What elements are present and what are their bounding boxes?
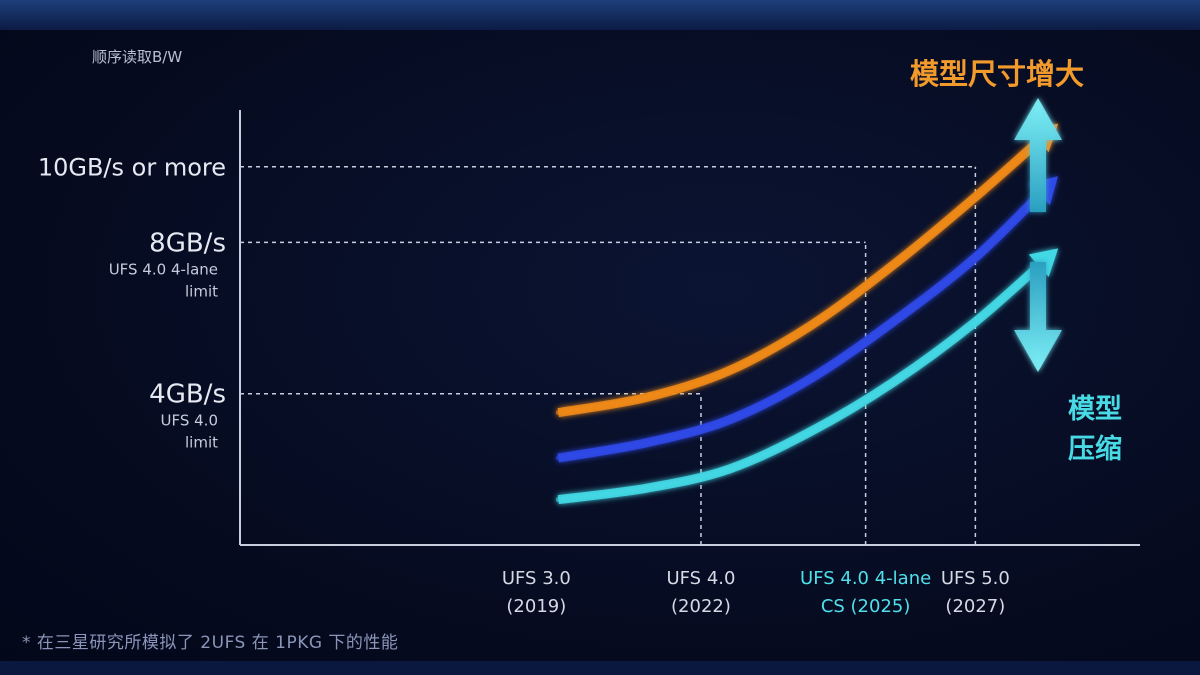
y-tick-labels: 10GB/s or more 8GB/s UFS 4.0 4-lane limit 4G… bbox=[38, 154, 226, 452]
y-tick-sublabel: limit bbox=[185, 434, 218, 452]
arrow-up-icon bbox=[1014, 98, 1062, 212]
guide-lines bbox=[240, 165, 977, 545]
x-tick-label: UFS 5.0 bbox=[941, 568, 1010, 589]
x-tick-label: CS (2025) bbox=[821, 596, 911, 617]
series-3 bbox=[555, 248, 1059, 505]
series-line bbox=[557, 125, 1056, 418]
y-tick-label: 10GB/s or more bbox=[38, 154, 226, 182]
top-bar bbox=[0, 0, 1200, 30]
annotation-model-compression-line2: 压缩 bbox=[1068, 433, 1122, 465]
annotation-model-size-increase: 模型尺寸增大 bbox=[910, 57, 1084, 91]
model-size-double-arrow bbox=[1014, 98, 1062, 372]
y-tick-label: 4GB/s bbox=[149, 380, 226, 410]
footnote: * 在三星研究所模拟了 2UFS 在 1PKG 下的性能 bbox=[22, 633, 399, 653]
y-axis-title: 顺序读取B/W bbox=[92, 48, 182, 66]
x-tick-label: (2027) bbox=[945, 596, 1005, 617]
x-tick-label: UFS 3.0 bbox=[502, 568, 571, 589]
x-tick-label: (2022) bbox=[671, 596, 731, 617]
y-tick-sublabel: UFS 4.0 bbox=[161, 412, 219, 430]
series-line-glow bbox=[555, 126, 1055, 416]
x-tick-labels: UFS 3.0 (2019) UFS 4.0 (2022) UFS 4.0 4-lane… bbox=[502, 568, 1010, 617]
x-tick-label: UFS 4.0 bbox=[666, 568, 735, 589]
arrow-down-icon bbox=[1014, 262, 1062, 372]
series-group bbox=[555, 123, 1059, 505]
bottom-bar bbox=[0, 661, 1200, 675]
series-line bbox=[557, 178, 1056, 463]
annotation-model-compression-line1: 模型 bbox=[1068, 394, 1122, 425]
y-tick-sublabel: UFS 4.0 4-lane bbox=[109, 260, 218, 278]
series-line bbox=[557, 250, 1056, 505]
y-tick-label: 8GB/s bbox=[149, 228, 226, 258]
y-tick-sublabel: limit bbox=[185, 282, 218, 300]
x-tick-label: (2019) bbox=[506, 596, 566, 617]
x-tick-label: UFS 4.0 4-lane bbox=[800, 568, 931, 589]
chart-frame bbox=[0, 30, 1200, 675]
